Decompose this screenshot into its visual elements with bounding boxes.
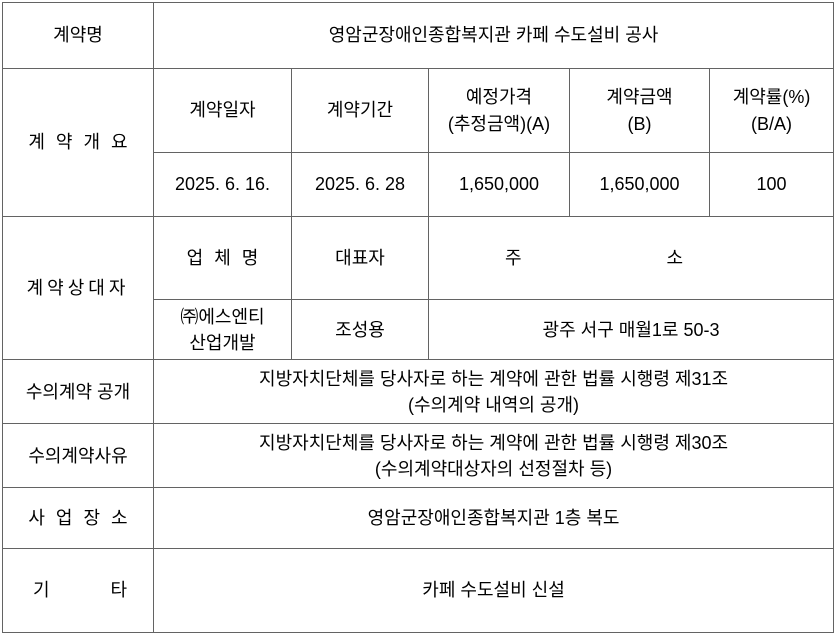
overview-header-estimated-price: 예정가격 (추정금액)(A) xyxy=(428,68,570,153)
party-header-address-left: 주 xyxy=(505,248,522,269)
party-header-company: 업 체 명 xyxy=(153,215,292,301)
overview-header-contract-date: 계약일자 xyxy=(153,68,292,153)
overview-value-contract-period: 2025. 6. 28 xyxy=(291,152,429,217)
disclosure-label: 수의계약 공개 xyxy=(2,359,154,425)
party-value-address: 광주 서구 매월1로 50-3 xyxy=(427,299,835,361)
overview-header-contract-amount: 계약금액 (B) xyxy=(569,68,710,153)
etc-label-left: 기 xyxy=(33,580,50,601)
party-value-company: ㈜에스엔티 산업개발 xyxy=(153,299,292,361)
party-value-ceo: 조성용 xyxy=(291,299,429,361)
overview-value-contract-amount: 1,650,000 xyxy=(569,152,710,217)
etc-label: 기 타 xyxy=(2,548,154,633)
contract-name-value: 영암군장애인종합복지관 카페 수도설비 공사 xyxy=(152,2,835,69)
party-header-address-right: 소 xyxy=(666,248,684,269)
party-header-address: 주 소 xyxy=(427,215,835,301)
site-value: 영암군장애인종합복지관 1층 복도 xyxy=(152,487,835,550)
etc-value: 카페 수도설비 신설 xyxy=(152,548,835,633)
overview-header-contract-rate: 계약률(%) (B/A) xyxy=(708,68,835,153)
overview-value-estimated-price: 1,650,000 xyxy=(428,152,570,217)
site-label: 사 업 장 소 xyxy=(2,487,154,550)
etc-label-right: 타 xyxy=(110,580,127,601)
overview-section-label: 계 약 개 요 xyxy=(2,68,154,217)
reason-label: 수의계약사유 xyxy=(2,423,154,489)
overview-value-contract-date: 2025. 6. 16. xyxy=(153,152,292,217)
party-header-address-text: 주 소 xyxy=(433,245,829,271)
etc-label-text: 기 타 xyxy=(7,577,149,603)
reason-value: 지방자치단체를 당사자로 하는 계약에 관한 법률 시행령 제30조 (수의계약… xyxy=(152,423,835,489)
overview-value-contract-rate: 100 xyxy=(708,152,835,217)
contract-name-label: 계약명 xyxy=(2,2,154,69)
disclosure-value: 지방자치단체를 당사자로 하는 계약에 관한 법률 시행령 제31조 (수의계약… xyxy=(152,359,835,425)
party-section-label: 계약상대자 xyxy=(2,215,154,361)
overview-header-contract-period: 계약기간 xyxy=(291,68,429,153)
party-header-ceo: 대표자 xyxy=(291,215,429,301)
